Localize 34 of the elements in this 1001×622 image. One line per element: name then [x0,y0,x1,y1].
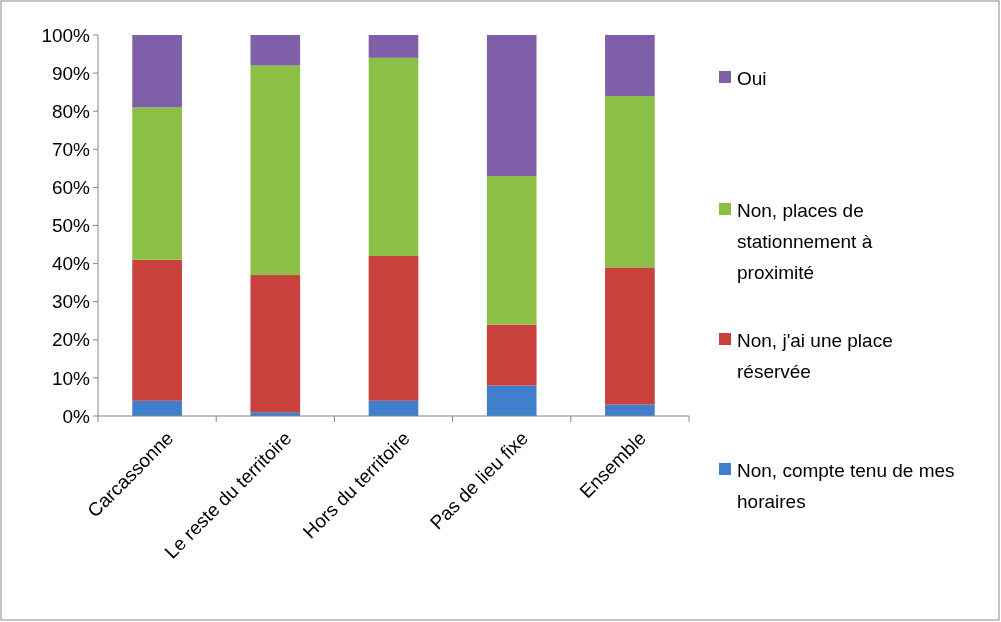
y-tick-label: 80% [51,100,91,122]
y-tick-label: 70% [51,138,91,160]
bar [250,275,301,413]
bar [605,35,655,96]
bar [486,175,537,325]
y-tick-label: 10% [51,367,91,389]
bar [605,267,655,405]
legend-label: Non, places de stationnement à proximité [737,199,873,283]
y-tick-label: 50% [51,215,91,237]
bar [368,57,419,256]
bar [250,65,301,276]
bar [250,35,301,66]
bar [132,35,182,108]
bar [605,95,655,268]
bar [132,259,182,401]
y-tick-label: 30% [51,291,91,313]
y-tick-label: 100% [41,24,91,46]
y-tick-label: 20% [51,329,91,351]
legend-label: Non, compte tenu de mes horaires [737,459,955,512]
bar [368,35,419,58]
bar [368,255,419,401]
y-tick-label: 90% [51,62,91,84]
bar [486,35,537,176]
y-tick-label: 0% [62,405,91,427]
bar [132,107,182,260]
legend-label: Oui [737,67,767,89]
bar [486,385,537,416]
bar [368,400,419,416]
legend-label: Non, j'ai une place réservée [737,329,893,382]
x-tick-label: Pas de lieu fixe [425,427,532,534]
y-tick-label: 60% [51,177,91,199]
y-tick-label: 40% [51,253,91,275]
bar [486,324,537,386]
bar [132,400,182,416]
